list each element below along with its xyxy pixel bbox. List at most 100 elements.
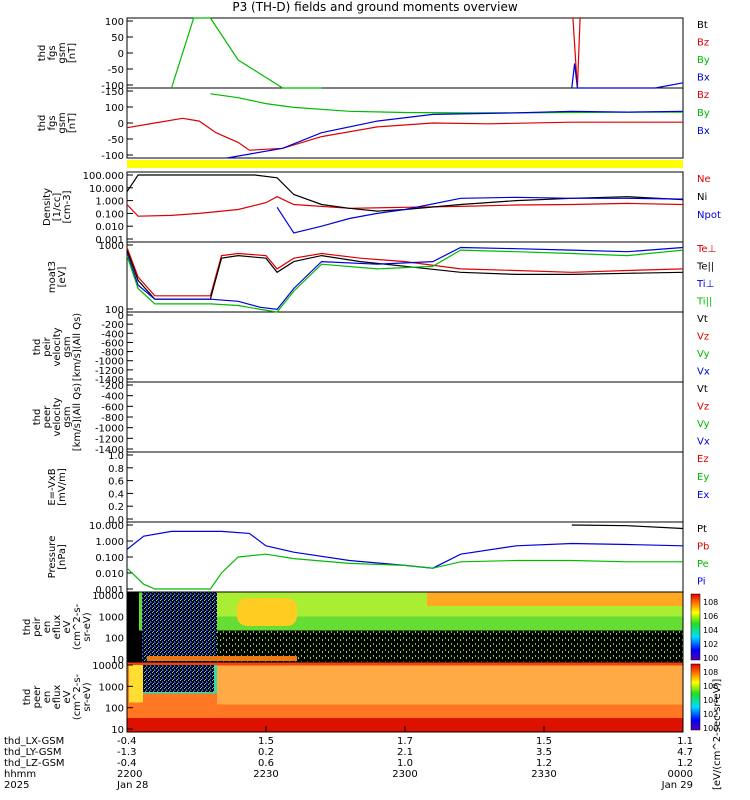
ytick-label: 0.2 [108,502,124,513]
legend-Npot: Npot [697,210,721,221]
ytick-label: 1000 [99,682,124,693]
ytick-label: -1200 [95,434,124,445]
xaxis-value-lz: 0.6 [258,758,274,769]
legend-Vt: Vt [697,314,708,325]
ytick-label: -50 [108,135,124,146]
colorbar-tick: 102 [703,640,718,649]
ylabel-line: fgs [47,45,58,60]
row-label-lz: thd_LZ-GSM [4,758,65,769]
ylabel-line: [km/s](All Qs) [72,383,83,451]
ylabel-line: velocity [52,397,63,436]
ytick-label: -100 [101,151,124,162]
ytick-label: 0 [118,49,124,60]
ylabel-peir_spec: thd peir en eflux eV (cm^2-s-sr-eV) [22,603,93,650]
colorbar-tick: 100 [703,724,718,733]
xaxis-column: 1.1 4.7 1.2 0000 Jan 29 [633,736,693,791]
xaxis-value-date: Jan 28 [117,780,149,791]
series-fgs_gsm_n-Bx [571,63,684,89]
ytick-label: -200 [101,381,124,392]
ylabel-pressure: Pressure [nPa] [47,536,68,579]
ylabel-line: sr-eV) [82,612,93,641]
colorbar-tick: 102 [703,710,718,719]
ytick-label: 0.4 [108,489,124,500]
series-density-Ni [126,174,684,212]
spectrogram-peir-noise [142,592,217,662]
legend-Ex: Ex [697,490,709,501]
ytick-label: 0.6 [108,477,124,488]
ylabel-line: (cm^2-s- [72,603,83,650]
ytick-label: 0.001 [95,235,124,246]
legend-Vx: Vx [697,437,710,448]
legend-Vy: Vy [697,419,710,430]
colorbar-0 [690,593,701,661]
legend-Ti||: Ti|| [696,297,712,308]
ytick-label: 0.0 [108,515,124,526]
legend-By: By [697,55,710,66]
ylabel-line: thd [22,619,33,636]
ylabel-line: eV [62,620,73,633]
colorbar-tick: 108 [703,598,718,607]
ytick-label: -150 [101,87,124,98]
ylabel-line: eflux [52,615,63,640]
legend-Ni: Ni [697,192,707,203]
ytick-label: 1000 [99,612,124,623]
ylabel-line: [cm-3] [62,190,73,223]
panel-frame-peer_vel [126,381,684,453]
series-fgs_gsm_n-By [170,17,322,89]
ytick-label: -800 [101,348,124,359]
ytick-label: 100 [105,103,124,114]
ytick-label: 100 [105,704,124,715]
series-fgs_gsm_n-Bz [571,17,581,89]
colorbar-tick: 100 [703,654,718,663]
ylabel-line: peir [42,336,53,356]
ytick-label: 100 [105,634,124,645]
chart-title: P3 (TH-D) fields and ground moments over… [232,0,518,14]
ytick-label: -400 [101,329,124,340]
ylabel-line: [nPa] [57,544,68,570]
legend-Vz: Vz [697,332,709,343]
spectrogram-peer-noise [142,664,214,692]
xaxis-value-date [375,780,435,791]
xaxis-value-ly: 3.5 [536,747,552,758]
ytick-label: 10.000 [89,521,124,532]
series-fgs_gsm_z-By [210,93,683,114]
ylabel-peer_vel: thd peer velocity gsm [km/s](All Qs) [32,383,83,451]
ylabel-line: peer [42,405,53,429]
ylabel-line: peer [32,685,43,709]
ylabel-line: thd [37,45,48,62]
ylabel-line: [mV/m] [57,468,68,506]
xaxis-value-ly: 0.2 [258,747,274,758]
ylabel-line: thd [37,115,48,132]
xaxis-value-hhmm: 2200 [117,769,143,780]
ylabel-line: thd [32,409,43,426]
ytick-label: 10000 [92,661,124,672]
ytick-label: 10.000 [89,184,124,195]
mode-bar [127,160,683,168]
xaxis-value-date [514,780,574,791]
colorbar-tick: 108 [703,668,718,677]
ytick-label: 0.001 [95,585,124,596]
ytick-label: 10000 [92,591,124,602]
ylabel-line: [nT] [67,113,78,133]
ylabel-line: gsm [62,406,73,427]
xaxis-value-date [236,780,296,791]
ylabel-line: gsm [62,336,73,357]
ytick-label: 1.000 [95,197,124,208]
xaxis-value-date: Jan 29 [661,780,693,791]
xaxis-column: -0.4 -1.3 -0.4 2200 Jan 28 [117,736,177,791]
ytick-label: -1000 [95,357,124,368]
legend-Bx: Bx [697,73,710,84]
xaxis-value-lz: -0.4 [117,758,137,769]
xaxis-value-lx: -0.4 [117,736,137,747]
xaxis-value-lz: 1.2 [536,758,552,769]
xaxis-value-lz: 1.2 [677,758,693,769]
ytick-label: 0 [118,311,124,322]
panel-frame-pressure [126,521,684,593]
series-temp-Ti⊥ [126,246,684,311]
xaxis-value-lx: 1.5 [536,736,552,747]
legend-Bz: Bz [697,90,709,101]
series-pressure-Pi [126,530,684,569]
xaxis-value-lz: 1.0 [397,758,413,769]
legend-Bx: Bx [697,126,710,137]
